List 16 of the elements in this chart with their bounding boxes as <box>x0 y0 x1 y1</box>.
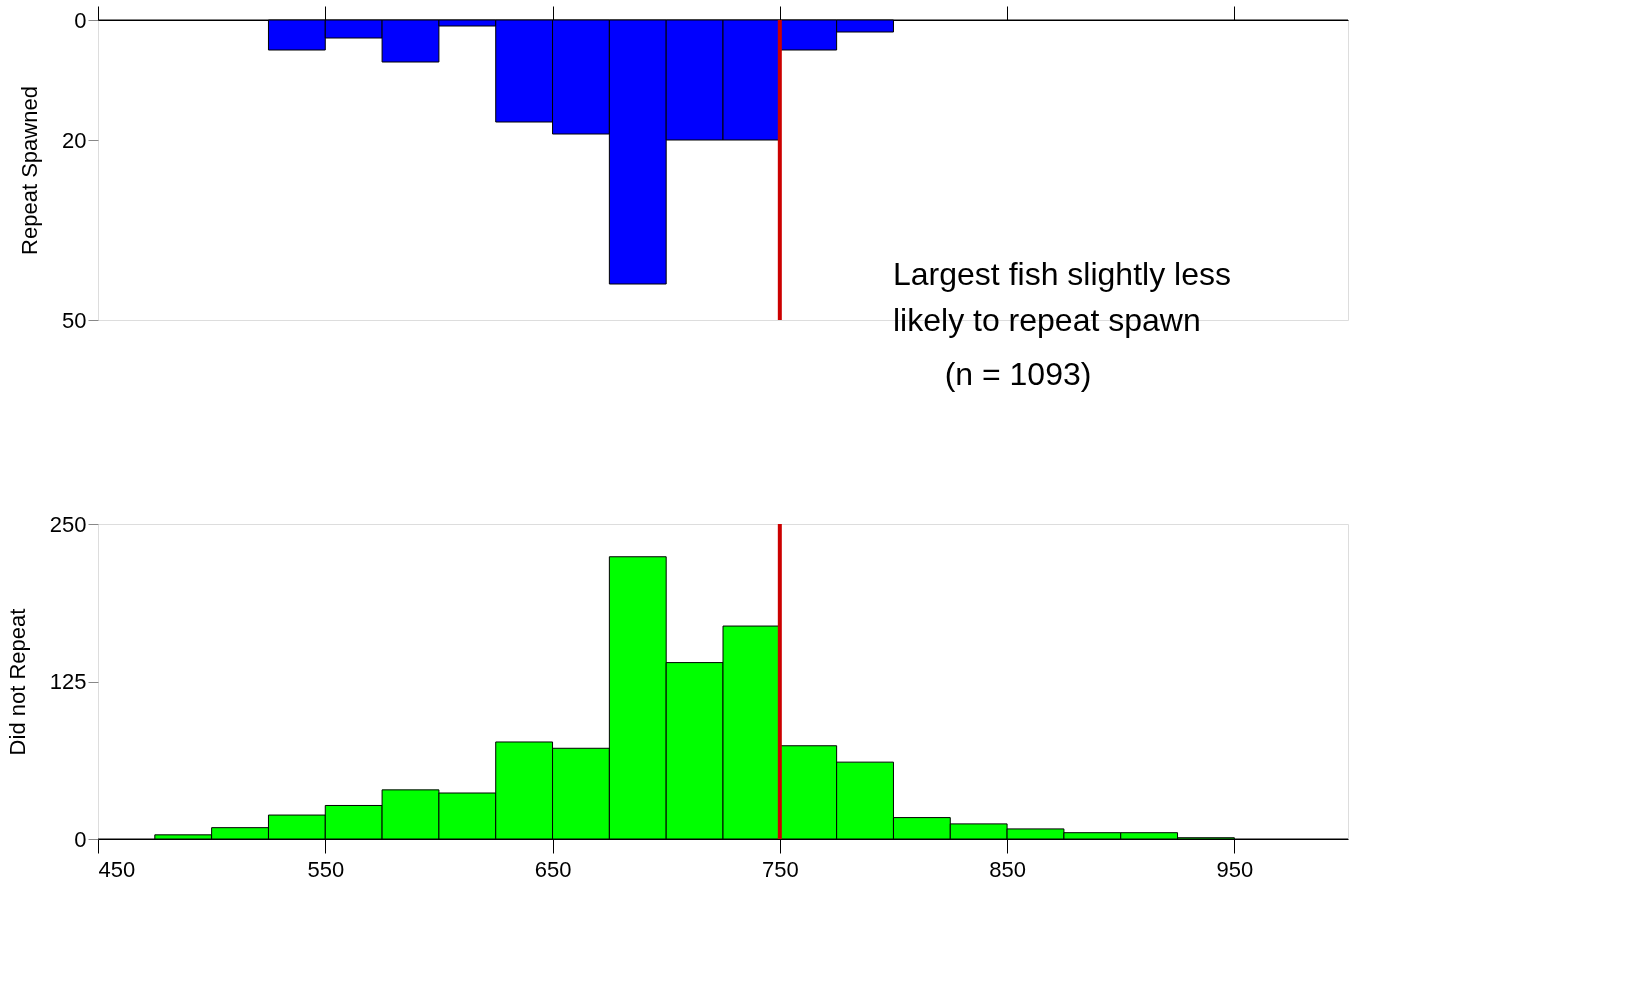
y-tick-label: 0 <box>74 7 87 33</box>
y-tick-label: 50 <box>62 307 87 333</box>
y-axis-title: Repeat Spawned <box>17 86 43 255</box>
y-tick-label: 250 <box>49 511 87 537</box>
x-tick-label: 450 <box>98 856 136 882</box>
y-tick-label: 125 <box>49 669 87 694</box>
x-tick-label: 950 <box>1216 856 1254 882</box>
y-tick-label: 0 <box>74 826 87 852</box>
x-tick-label: 550 <box>307 856 345 882</box>
text: (n = 1093) <box>944 356 1092 392</box>
x-tick-label: 850 <box>989 856 1026 882</box>
annotation: Largest fish slightly less likely to repeat spawn <box>893 256 1231 338</box>
y-axis-title: Did not Repeat <box>4 608 30 756</box>
y-tick-label: 20 <box>62 127 87 153</box>
x-tick-label: 750 <box>761 856 799 882</box>
x-tick-label: 650 <box>534 856 572 882</box>
